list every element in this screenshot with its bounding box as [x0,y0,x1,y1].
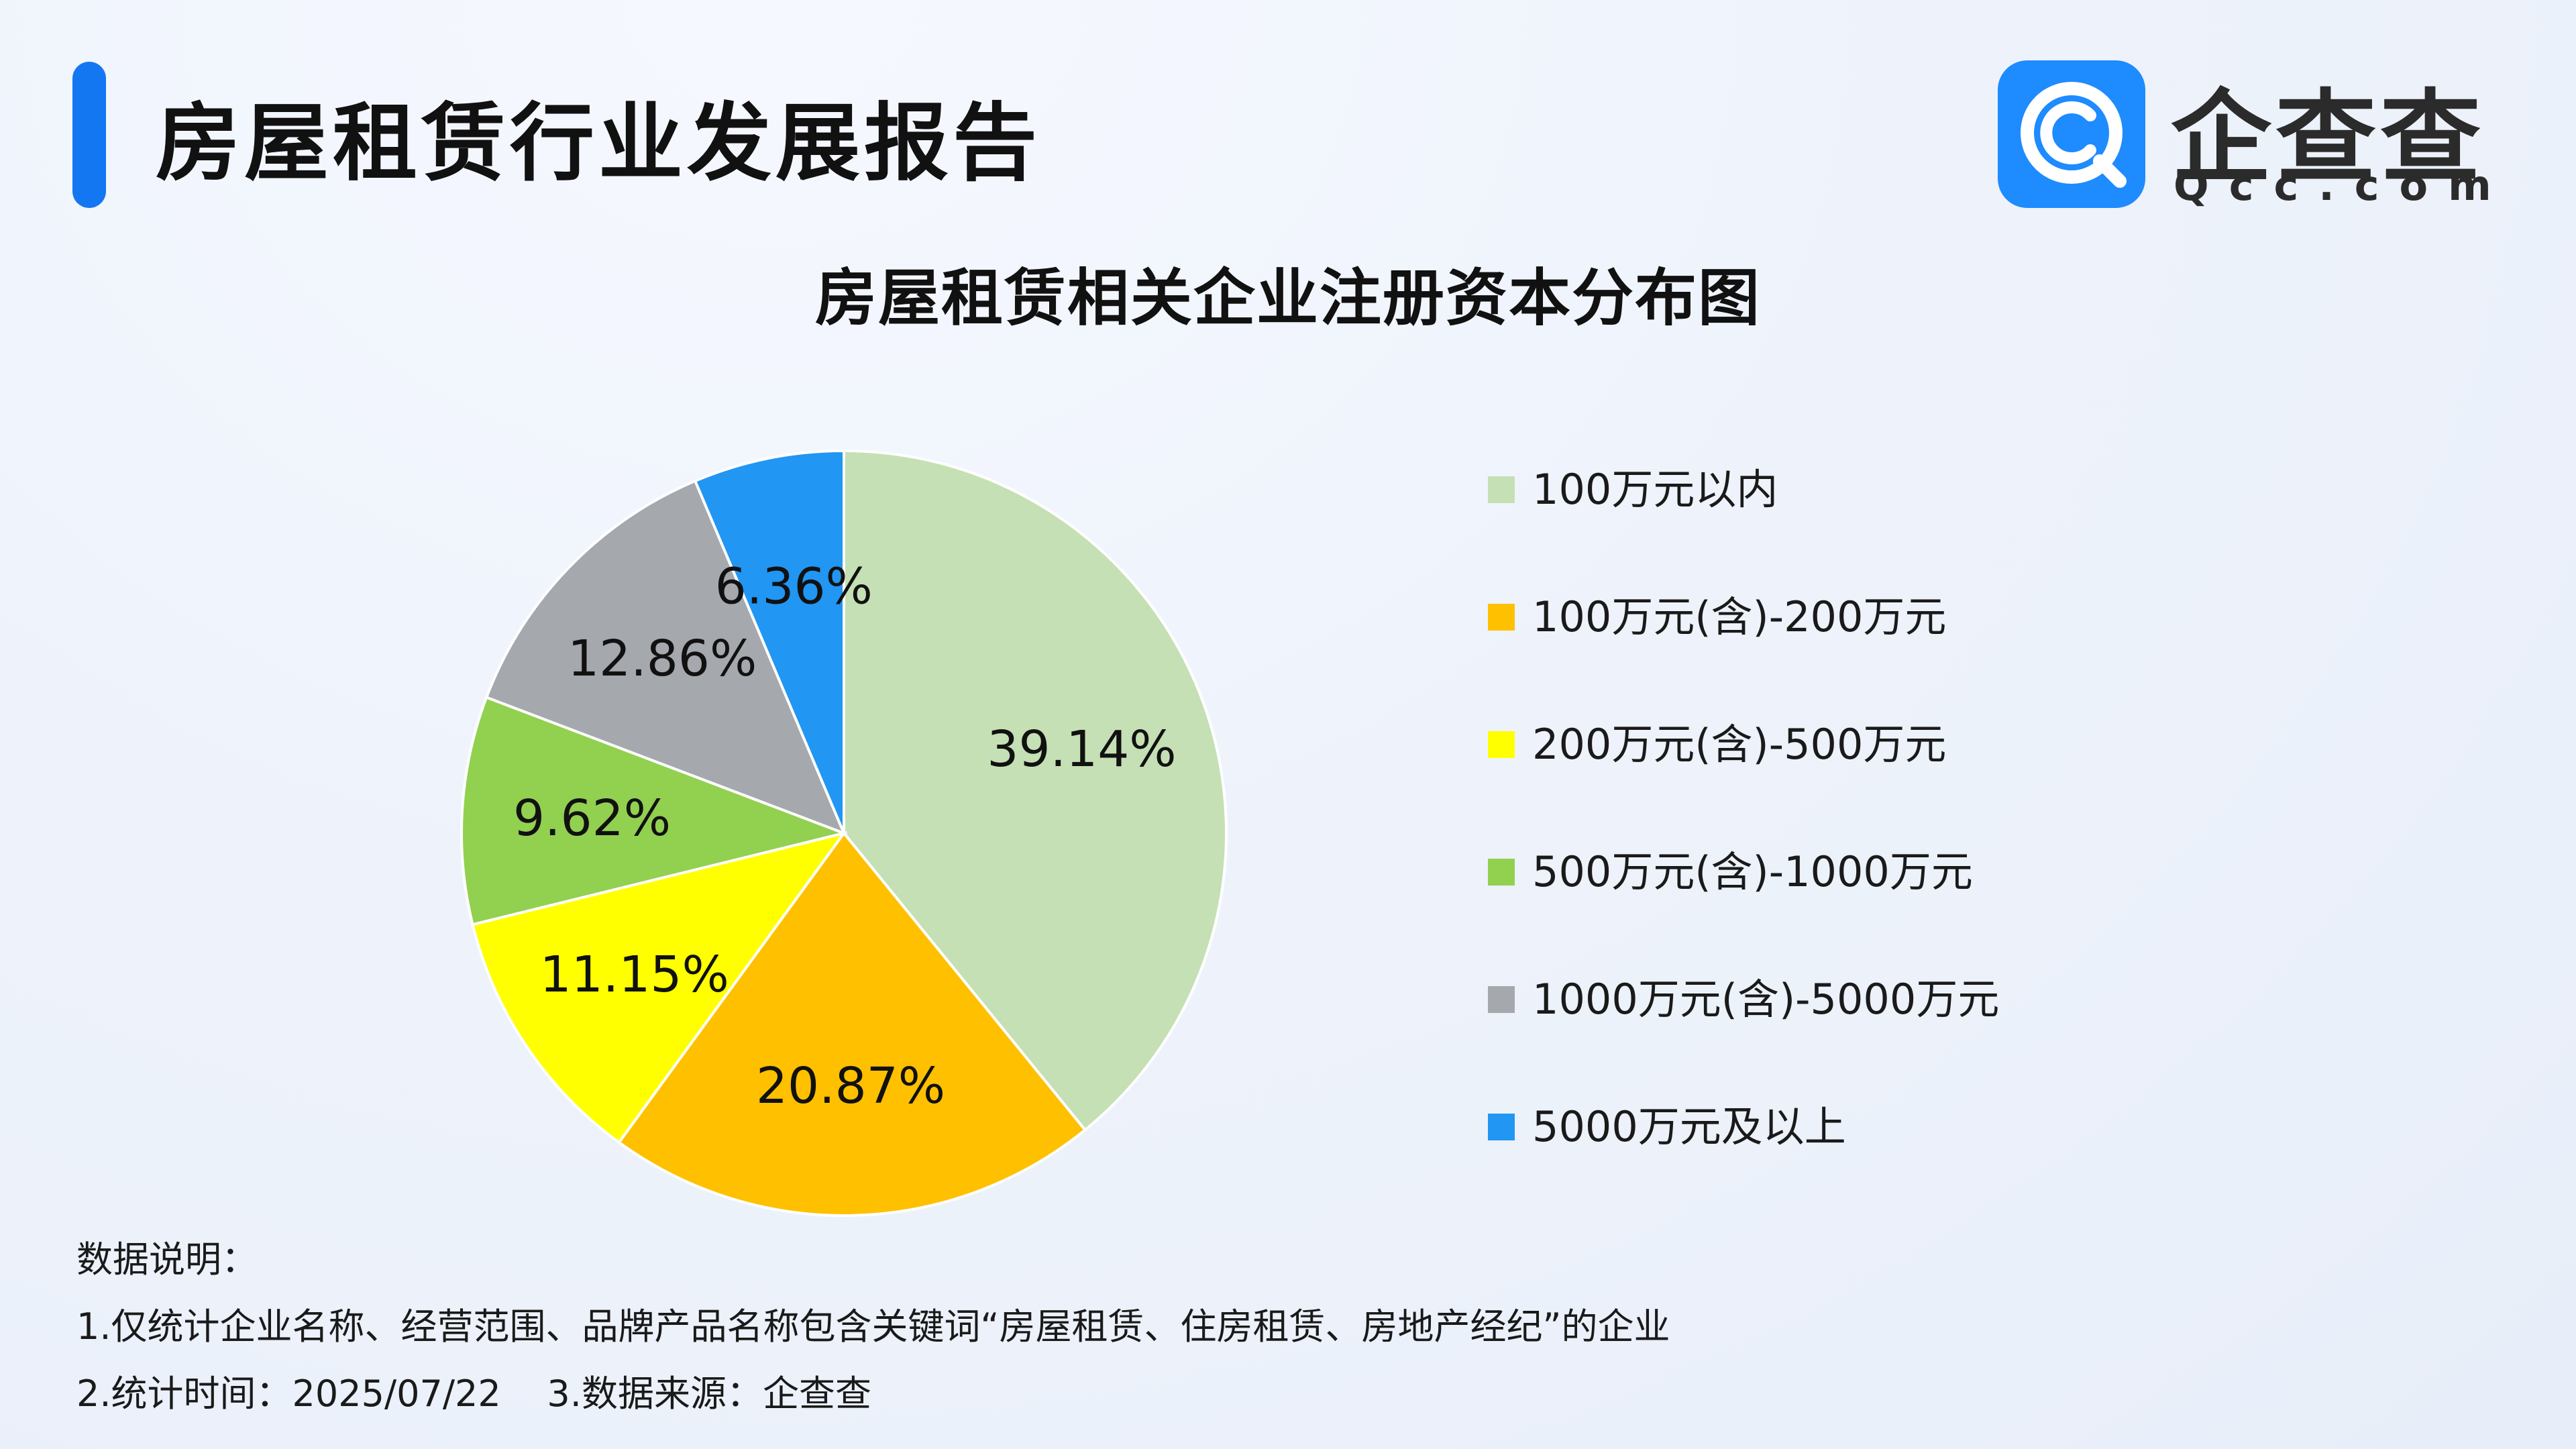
legend-swatch-5 [1488,1114,1515,1140]
data-notes: 数据说明： 1.仅统计企业名称、经营范围、品牌产品名称包含关键词“房屋租赁、住房… [76,1226,1670,1428]
pie-slice-0 [843,449,1228,1132]
legend-label-3: 500万元(含)-1000万元 [1532,847,1973,896]
slice-value-label-3: 9.62% [513,790,671,847]
chart-title: 房屋租赁相关企业注册资本分布图 [814,262,1761,334]
slice-value-label-0: 39.14% [987,720,1176,778]
slice-value-label-5: 6.36% [715,557,873,615]
pie-slice-3 [460,695,849,926]
notes-heading: 数据说明： [76,1238,258,1281]
notes-line-1: 1.仅统计企业名称、经营范围、品牌产品名称包含关键词“房屋租赁、住房租赁、房地产… [76,1305,1670,1348]
slice-value-label-2: 11.15% [540,946,729,1004]
legend-label-5: 5000万元及以上 [1532,1102,1846,1151]
legend-swatch-0 [1488,476,1515,503]
qcc-logo: 企查查 Qcc.com [1998,60,2491,210]
slice-value-label-4: 12.86% [568,630,757,688]
slice-value-label-1: 20.87% [756,1057,945,1115]
logo-name: 企查查 [2171,80,2485,197]
legend-swatch-2 [1488,731,1515,758]
logo-domain: Qcc.com [2174,161,2512,210]
legend-label-1: 100万元(含)-200万元 [1532,592,1947,641]
qcc-logo-icon [1998,60,2145,208]
pie-slice-5 [693,449,845,834]
pie-slice-1 [616,830,1087,1217]
legend-label-0: 100万元以内 [1532,465,1778,514]
notes-line-2: 2.统计时间：2025/07/22 3.数据来源：企查查 [76,1373,871,1415]
pie-slice-2 [471,830,847,1144]
legend-label-2: 200万元(含)-500万元 [1532,720,1947,769]
legend-swatch-3 [1488,859,1515,885]
legend-swatch-4 [1488,986,1515,1013]
pie-slice-4 [484,479,847,836]
report-title: 房屋租赁行业发展报告 [156,94,1041,193]
accent-bar [72,62,106,208]
legend-label-4: 1000万元(含)-5000万元 [1532,975,2000,1024]
legend-swatch-1 [1488,604,1515,631]
